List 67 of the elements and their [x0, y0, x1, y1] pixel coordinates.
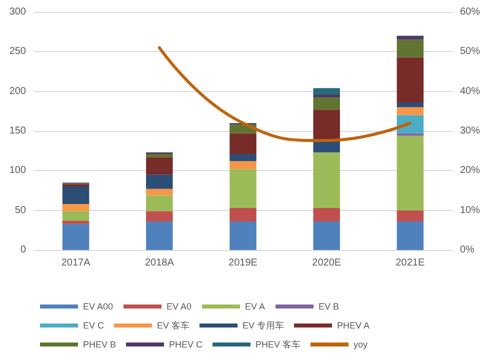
bar: [396, 136, 424, 210]
bar: [62, 220, 90, 224]
y-tick-label: 50: [14, 204, 26, 216]
legend-label: EV A: [245, 302, 266, 312]
legend-label: EV A0: [166, 302, 192, 312]
y2-tick-label: 40%: [460, 86, 480, 97]
y-tick-label: 150: [9, 126, 26, 136]
bar: [62, 224, 90, 250]
bar: [313, 110, 340, 140]
x-tick-label: 2019E: [228, 258, 258, 268]
bar: [230, 154, 256, 162]
y2-tick-label: 0%: [460, 244, 475, 256]
bar: [62, 186, 90, 204]
legend-label: yoy: [354, 340, 368, 350]
bar: [313, 152, 340, 208]
bar: [396, 107, 424, 116]
bar: [396, 115, 424, 134]
bar: [146, 154, 173, 158]
legend-label: PHEV A: [337, 320, 370, 330]
bar: [313, 221, 340, 250]
y-tick-label: 300: [9, 6, 26, 18]
bar: [313, 94, 340, 98]
legend-label: EV 专用车: [242, 320, 284, 330]
legend-label: EV A00: [83, 302, 114, 312]
bar: [396, 102, 424, 108]
y2-tick-label: 50%: [460, 46, 480, 58]
bar: [230, 161, 256, 170]
bar: [396, 221, 424, 250]
bar: [313, 88, 340, 95]
bar: [396, 36, 424, 40]
legend-label: EV C: [83, 320, 105, 330]
y-tick-label: 250: [9, 46, 26, 58]
bar: [62, 184, 90, 187]
bar: [396, 40, 424, 58]
x-tick-label: 2021E: [396, 258, 425, 268]
y2-tick-label: 30%: [460, 126, 480, 136]
bar: [146, 211, 173, 222]
bar: [146, 195, 173, 212]
bar: [313, 98, 340, 110]
bar: [146, 221, 173, 250]
bar: [146, 174, 173, 189]
x-tick-label: 2018A: [144, 258, 174, 268]
bar: [230, 208, 256, 222]
y-tick-label: 0: [20, 244, 26, 256]
legend-label: EV B: [318, 302, 340, 312]
y2-tick-label: 60%: [460, 6, 480, 18]
legend-label: PHEV 客车: [256, 340, 301, 350]
x-tick-label: 2020E: [312, 258, 342, 268]
y2-tick-label: 10%: [460, 204, 480, 216]
bar: [396, 57, 424, 102]
y-tick-label: 200: [9, 86, 26, 97]
bar: [396, 133, 424, 136]
bar: [230, 221, 256, 250]
bar: [313, 208, 340, 222]
bar: [230, 133, 256, 154]
bar: [62, 204, 90, 212]
bar: [146, 188, 173, 196]
bar: [62, 211, 90, 221]
legend-label: PHEV C: [169, 340, 204, 350]
bar: [146, 157, 173, 175]
x-tick-label: 2017A: [61, 258, 91, 268]
y2-tick-label: 20%: [460, 165, 480, 176]
bar: [230, 169, 256, 208]
legend-label: EV 客车: [157, 320, 190, 330]
bar: [396, 210, 424, 222]
y-tick-label: 100: [9, 165, 26, 176]
legend-label: PHEV B: [83, 340, 116, 350]
